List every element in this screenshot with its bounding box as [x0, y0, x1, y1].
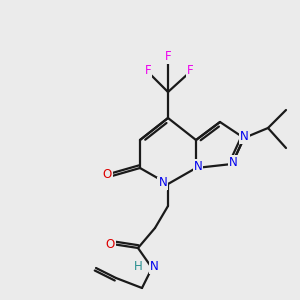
Text: N: N	[229, 157, 237, 169]
Text: N: N	[158, 178, 166, 190]
Text: N: N	[159, 176, 167, 190]
Text: O: O	[102, 167, 112, 181]
Text: H: H	[134, 260, 142, 272]
Text: F: F	[145, 64, 151, 77]
Text: F: F	[187, 64, 193, 77]
Text: N: N	[150, 260, 158, 274]
Text: N: N	[241, 130, 249, 142]
Text: O: O	[105, 238, 115, 251]
Text: N: N	[194, 160, 202, 172]
Text: F: F	[165, 50, 171, 64]
Text: N: N	[240, 130, 248, 143]
Text: N: N	[230, 155, 238, 169]
